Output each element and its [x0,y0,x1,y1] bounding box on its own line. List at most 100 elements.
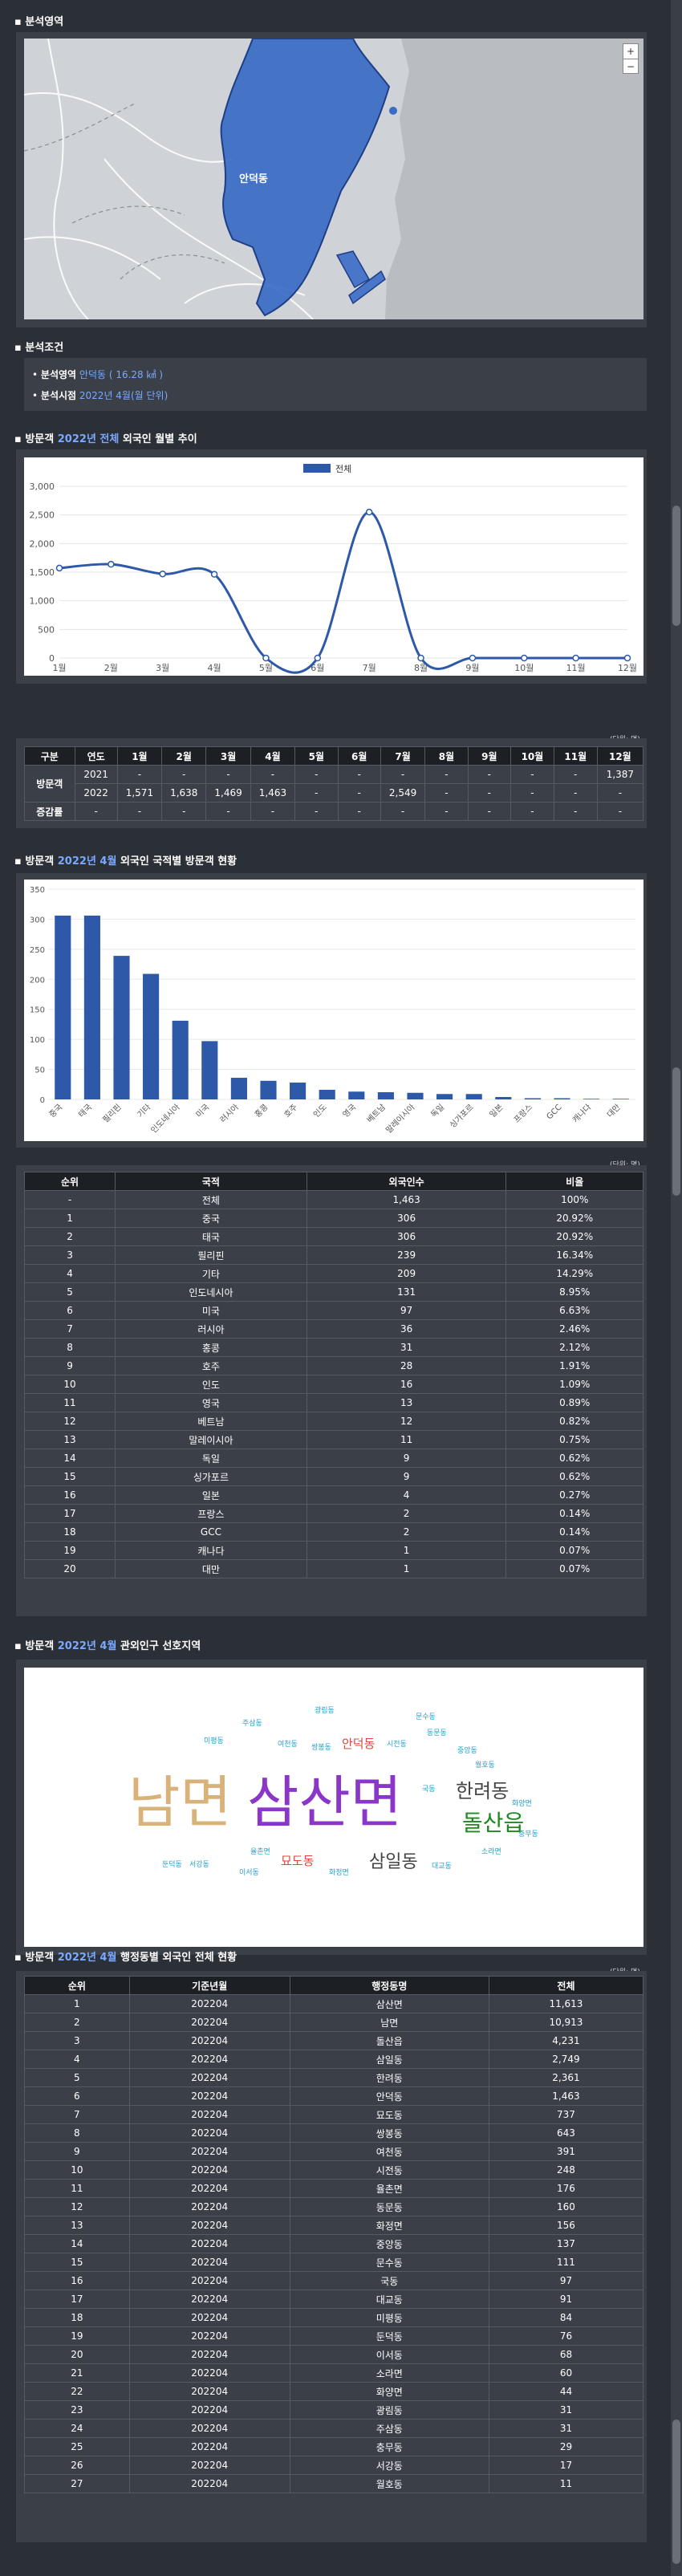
district-cell: 248 [488,2160,644,2180]
monthly-rate-cell: - [250,802,296,821]
nation-cell: 1 [306,1559,507,1579]
monthly-title-post: 외국인 월별 추이 [122,433,197,445]
wc-word-13: 쌍봉동 [311,1744,331,1752]
line-series-path [59,510,627,674]
zoom-out-icon[interactable]: − [623,59,638,74]
district-cell: 202204 [128,2142,290,2161]
cond-time-line: • 분석시점 2022년 4월(월 단위) [32,390,168,401]
bar-4[interactable] [172,1020,189,1099]
district-cell: 안덕동 [289,2086,489,2106]
table-row: 16 202204 국동 97 [24,2271,644,2290]
district-cell: 29 [488,2437,644,2456]
district-cell: 156 [488,2216,644,2235]
line-data-point[interactable] [210,571,218,578]
district-cell: 17 [488,2456,644,2475]
map-zoom-controls[interactable]: + − [623,43,639,74]
line-data-point[interactable] [314,654,322,662]
wc-word-4: 돌산읍 [462,1810,525,1836]
wc-word-27: 대교동 [432,1863,452,1871]
line-ytick-label: 2,000 [30,538,55,549]
monthly-cell: - [510,783,554,802]
district-cell: 묘도동 [289,2105,489,2124]
nation-cell: 대만 [115,1559,307,1579]
monthly-rate-label: 증감률 [24,802,75,821]
zoom-in-icon[interactable]: + [626,46,635,57]
monthly-cell: - [553,783,598,802]
bar-6[interactable] [230,1078,247,1099]
table-row: 9 호주 28 1.91% [23,1356,643,1375]
bar-7[interactable] [260,1080,277,1099]
nation-cell: 17 [23,1504,116,1523]
table-row: 3 202204 돌산읍 4,231 [24,2031,644,2050]
nation-cell: 12 [306,1412,507,1431]
district-cell: 15 [24,2253,130,2272]
line-data-point[interactable] [521,654,528,662]
district-cell: 202204 [128,1994,290,2013]
scrollbar-thumb-bottom[interactable] [672,2420,680,2564]
bar-0[interactable] [55,915,71,1099]
district-cell: 202204 [128,2013,290,2032]
table-row: 11 202204 율촌면 176 [24,2179,644,2198]
line-data-point[interactable] [469,654,477,662]
district-cell: 91 [488,2290,644,2309]
line-data-point[interactable] [262,654,270,662]
bar-9[interactable] [319,1090,335,1099]
monthly-cell: - [294,765,339,784]
bar-5[interactable] [201,1041,218,1099]
bar-1[interactable] [83,915,100,1099]
nation-cell: 8 [23,1338,116,1357]
table-row: 19 202204 둔덕동 76 [24,2326,644,2346]
monthly-cell: - [510,765,554,784]
line-data-point[interactable] [55,564,63,572]
scrollbar-thumb[interactable] [672,506,680,626]
bar-xtick-label: 필리핀 [101,1103,124,1125]
bar-2[interactable] [113,956,130,1099]
line-data-point[interactable] [572,654,579,662]
wc-word-20: 율촌면 [250,1848,270,1856]
map-view[interactable]: 안덕동 + − [24,39,643,319]
wc-word-14: 시전동 [387,1741,407,1749]
district-cell: 12 [24,2197,130,2216]
district-cell: 68 [488,2345,644,2364]
line-data-point[interactable] [108,560,115,568]
nation-cell: 18 [23,1522,116,1542]
wc-word-24: 서강동 [189,1861,209,1869]
nation-title-pre: 방문객 [25,855,55,867]
line-ytick-label: 500 [38,624,55,635]
bar-xtick-label: 베트남 [365,1103,388,1125]
page-scrollbar[interactable] [671,0,682,2576]
bar-10[interactable] [348,1091,365,1099]
district-cell: 202204 [128,2419,290,2438]
monthly-cell: 1,469 [205,783,251,802]
cond-area-value: 안덕동 ( 16.28 ㎢ ) [79,369,164,380]
nation-cell: 0.14% [505,1504,643,1523]
bar-3[interactable] [143,973,160,1099]
bar-13[interactable] [436,1094,453,1099]
line-data-point[interactable] [417,654,424,662]
bar-15[interactable] [495,1097,512,1099]
section-title-monthly: ▪ 방문객 2022년 전체 외국인 월별 추이 [14,433,197,445]
bar-ytick-label: 100 [30,1036,45,1045]
monthly-header-cell: 2월 [161,746,207,766]
district-cell: 삼산면 [289,1994,489,2013]
line-data-point[interactable] [159,570,166,578]
monthly-cell: 2021 [74,765,118,784]
line-data-point[interactable] [623,654,631,662]
scrollbar-thumb-lower[interactable] [672,1067,680,1196]
bar-11[interactable] [377,1092,394,1099]
table-row: 1 202204 삼산면 11,613 [24,1994,644,2013]
bar-14[interactable] [465,1094,482,1099]
wc-word-19: 화양면 [512,1800,532,1808]
monthly-cell: - [337,765,381,784]
district-cell: 24 [24,2419,130,2438]
table-row: 7 202204 묘도동 737 [24,2105,644,2124]
bar-12[interactable] [407,1092,424,1099]
monthly-cell: - [596,783,644,802]
nation-cell: 306 [306,1227,507,1246]
nation-cell: 20.92% [505,1209,643,1228]
bar-8[interactable] [290,1083,306,1099]
line-xtick-label: 12월 [618,663,637,673]
monthly-header-cell: 5월 [294,746,339,766]
line-data-point[interactable] [365,508,373,516]
table-row: 1 중국 306 20.92% [23,1209,643,1228]
